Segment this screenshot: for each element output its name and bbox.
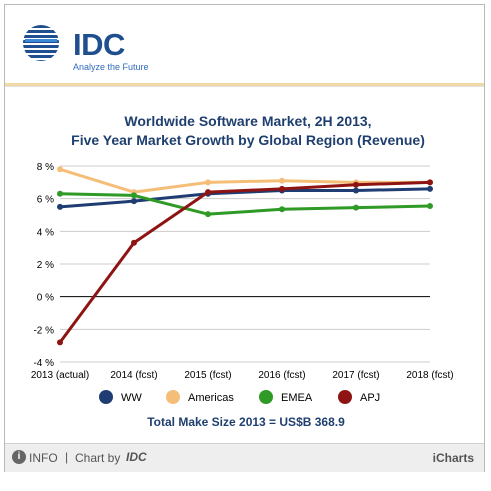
x-tick-label: 2016 (fcst) bbox=[258, 370, 305, 381]
x-tick-label: 2017 (fcst) bbox=[332, 370, 379, 381]
chart-by-label: Chart by bbox=[75, 451, 121, 465]
data-point-emea[interactable] bbox=[279, 206, 285, 213]
data-point-ww[interactable] bbox=[131, 198, 137, 205]
legend-marker bbox=[259, 390, 273, 404]
series-emea bbox=[57, 190, 433, 218]
y-axis-ticks: -4 % -2 % 0 % 2 % 4 % 6 % 8 % bbox=[33, 162, 54, 369]
series-line-americas bbox=[59, 167, 430, 194]
legend-item-ww[interactable]: WW bbox=[99, 390, 142, 404]
info-link[interactable]: INFO bbox=[29, 451, 58, 465]
data-point-emea[interactable] bbox=[353, 204, 359, 211]
total-annotation: Total Make Size 2013 = US$B 368.9 bbox=[147, 415, 345, 429]
data-point-emea[interactable] bbox=[131, 192, 137, 199]
logo-tagline: Analyze the Future bbox=[73, 62, 149, 72]
header-rule-light bbox=[5, 86, 484, 87]
data-point-apj[interactable] bbox=[131, 239, 137, 246]
x-tick-label: 2013 (actual) bbox=[31, 370, 89, 381]
y-tick-label: 8 % bbox=[37, 162, 54, 173]
y-tick-label: 4 % bbox=[37, 227, 54, 238]
chart-frame: IDC Analyze the Future Worldwide Softwar… bbox=[4, 4, 485, 472]
data-point-ww[interactable] bbox=[353, 187, 359, 194]
x-tick-label: 2018 (fcst) bbox=[406, 370, 453, 381]
info-icon[interactable]: i bbox=[12, 450, 26, 464]
y-tick-label: -4 % bbox=[33, 358, 54, 369]
data-point-americas[interactable] bbox=[205, 179, 211, 186]
footer-separator: | bbox=[65, 450, 69, 464]
legend-label: EMEA bbox=[281, 392, 313, 404]
footer: i INFO | Chart by IDC iCharts bbox=[5, 443, 484, 472]
y-tick-label: 0 % bbox=[37, 293, 54, 304]
legend-item-emea[interactable]: EMEA bbox=[259, 390, 313, 404]
legend-marker bbox=[99, 390, 113, 404]
icharts-link[interactable]: iCharts bbox=[432, 451, 474, 465]
legend-label: Americas bbox=[188, 392, 234, 404]
data-point-apj[interactable] bbox=[353, 181, 359, 188]
data-point-emea[interactable] bbox=[427, 203, 433, 210]
header-rule bbox=[5, 83, 484, 86]
data-point-apj[interactable] bbox=[205, 189, 211, 196]
data-point-emea[interactable] bbox=[205, 211, 211, 218]
idc-globe-icon bbox=[23, 25, 59, 61]
data-point-apj[interactable] bbox=[57, 339, 63, 346]
legend: WW Americas EMEA APJ bbox=[99, 390, 380, 404]
legend-marker bbox=[166, 390, 180, 404]
y-tick-label: -2 % bbox=[33, 325, 54, 336]
data-point-emea[interactable] bbox=[57, 190, 63, 197]
chart-subtitle: Five Year Market Growth by Global Region… bbox=[71, 132, 425, 148]
data-point-americas[interactable] bbox=[57, 166, 63, 173]
legend-label: APJ bbox=[360, 392, 380, 404]
line-chart: Worldwide Software Market, 2H 2013, Five… bbox=[31, 113, 454, 429]
x-tick-label: 2015 (fcst) bbox=[184, 370, 231, 381]
data-point-americas[interactable] bbox=[279, 177, 285, 184]
y-tick-label: 2 % bbox=[37, 260, 54, 271]
series-line-emea bbox=[59, 192, 431, 216]
legend-marker bbox=[338, 390, 352, 404]
data-point-ww[interactable] bbox=[427, 185, 433, 192]
logo-text: IDC bbox=[73, 27, 125, 62]
data-point-apj[interactable] bbox=[279, 185, 285, 192]
data-point-apj[interactable] bbox=[427, 179, 433, 186]
series-line-ww bbox=[59, 187, 431, 209]
series-apj bbox=[57, 179, 433, 346]
series-line-apj bbox=[58, 180, 431, 344]
header: IDC Analyze the Future bbox=[5, 5, 484, 83]
legend-label: WW bbox=[121, 392, 142, 404]
legend-item-apj[interactable]: APJ bbox=[338, 390, 380, 404]
legend-item-americas[interactable]: Americas bbox=[166, 390, 234, 404]
chart-title: Worldwide Software Market, 2H 2013, bbox=[124, 113, 371, 129]
y-tick-label: 6 % bbox=[37, 195, 54, 206]
series-layer bbox=[57, 166, 433, 346]
grid-layer bbox=[60, 165, 430, 363]
x-axis-ticks: 2013 (actual) 2014 (fcst) 2015 (fcst) 2016 … bbox=[31, 370, 454, 381]
chart-by-brand[interactable]: IDC bbox=[126, 450, 147, 464]
data-point-ww[interactable] bbox=[57, 203, 63, 210]
x-tick-label: 2014 (fcst) bbox=[110, 370, 157, 381]
